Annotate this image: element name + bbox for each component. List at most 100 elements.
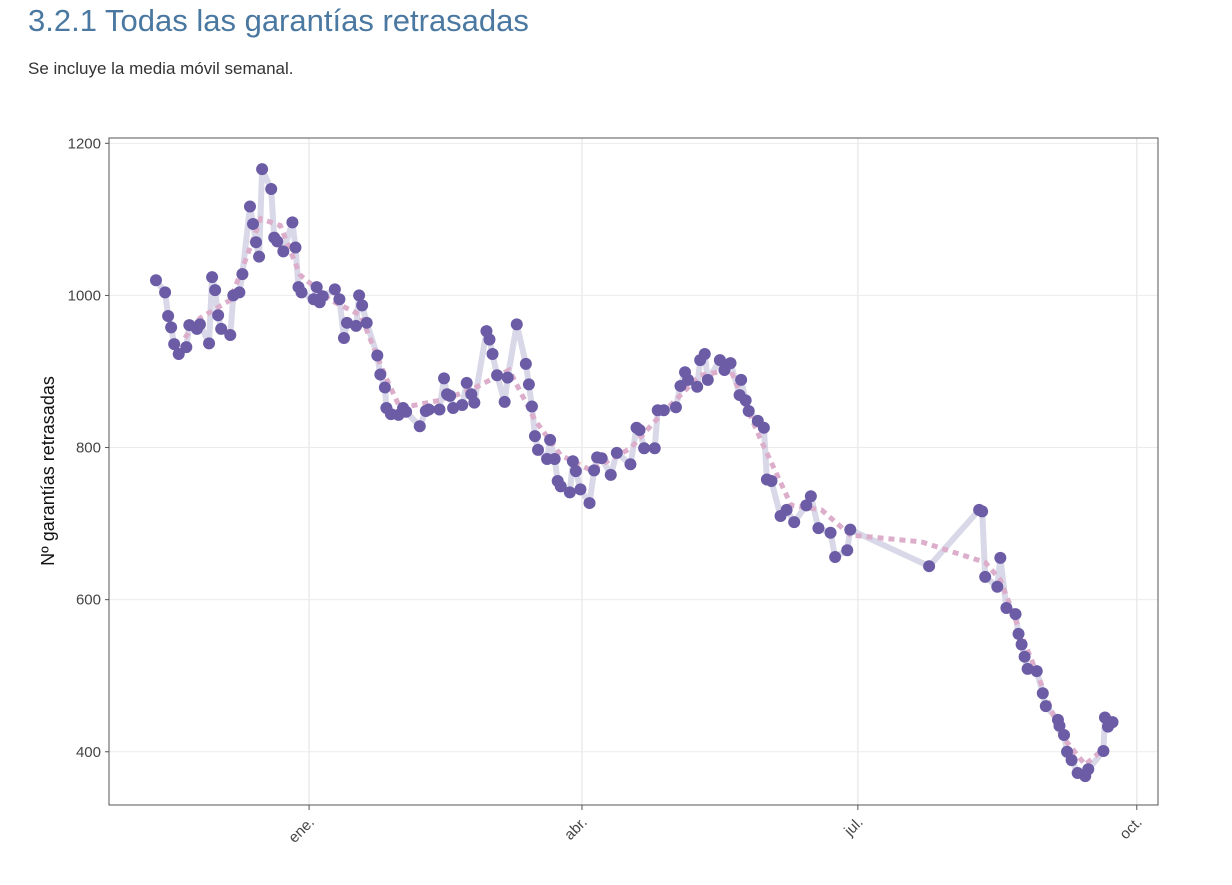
data-point [510, 318, 523, 331]
data-point [757, 421, 770, 434]
data-point [525, 400, 538, 413]
data-point [340, 316, 353, 329]
moving-average-line [182, 215, 1103, 769]
y-tick-label: 400 [76, 744, 101, 761]
data-point [829, 551, 842, 564]
data-point [739, 394, 752, 407]
data-point [460, 376, 473, 389]
data-point [212, 309, 225, 322]
data-point [1082, 763, 1095, 776]
data-point [277, 245, 290, 258]
x-tick-label: ene. [285, 814, 318, 847]
data-point [447, 401, 460, 414]
data-point [316, 290, 329, 303]
data-point [236, 268, 249, 281]
y-tick-label: 1200 [68, 135, 101, 152]
data-point [528, 430, 541, 443]
x-tick-label: jul. [840, 814, 866, 840]
data-point [657, 404, 670, 417]
data-point [438, 372, 451, 385]
data-point [841, 544, 854, 557]
data-point [548, 452, 561, 465]
series-line [153, 166, 1115, 780]
data-point [1058, 729, 1071, 742]
data-point [979, 570, 992, 583]
data-point [328, 283, 341, 296]
data-point [531, 443, 544, 456]
data-point [310, 281, 323, 294]
data-point [624, 458, 637, 471]
data-point [844, 523, 857, 536]
data-point [149, 274, 162, 287]
data-point [604, 468, 617, 481]
y-tick-label: 800 [76, 440, 101, 457]
data-point [780, 503, 793, 516]
data-point [735, 373, 748, 386]
data-point [456, 398, 469, 411]
data-point [180, 341, 193, 354]
data-point [233, 286, 246, 299]
data-point [1018, 650, 1031, 663]
data-point [378, 381, 391, 394]
data-point [569, 465, 582, 478]
data-point [991, 580, 1004, 593]
data-point [374, 368, 387, 381]
data-point [724, 357, 737, 370]
data-point [574, 483, 587, 496]
subtitle: Se incluye la media móvil semanal. [28, 59, 294, 78]
data-point [1053, 719, 1066, 732]
data-point [554, 480, 567, 493]
data-point [765, 475, 778, 488]
y-axis-label: Nº garantías retrasadas [38, 376, 58, 566]
data-point [468, 396, 481, 409]
data-point [501, 371, 514, 384]
data-point [486, 347, 499, 360]
data-point [333, 293, 346, 306]
data-point [203, 337, 216, 350]
data-point [742, 405, 755, 418]
data-point [669, 401, 682, 414]
data-point [1021, 662, 1034, 675]
data-point [165, 321, 178, 334]
data-point [371, 349, 384, 362]
data-point [295, 286, 308, 299]
data-point [400, 405, 413, 418]
data-point [638, 442, 651, 455]
data-point [337, 332, 350, 345]
data-point [253, 250, 266, 263]
data-point [360, 316, 373, 329]
data-point [289, 241, 302, 254]
data-point [610, 446, 623, 459]
data-point [353, 289, 366, 302]
data-point [356, 299, 369, 312]
data-point [413, 420, 426, 433]
data-point [350, 319, 363, 332]
data-point [483, 333, 496, 346]
data-point [1039, 700, 1052, 713]
data-point [698, 347, 711, 360]
data-point [209, 284, 222, 297]
data-point [566, 455, 579, 468]
data-point [691, 380, 704, 393]
data-point [271, 235, 284, 248]
data-point [1065, 754, 1078, 767]
data-point [804, 490, 817, 503]
data-point [1015, 638, 1028, 651]
y-tick-label: 1000 [68, 287, 101, 304]
data-point [247, 217, 260, 230]
data-point [162, 309, 175, 322]
data-point [206, 271, 219, 284]
data-point [519, 357, 532, 370]
x-tick-label: oct. [1116, 814, 1145, 843]
data-point [994, 551, 1007, 564]
data-point [812, 522, 825, 535]
data-point [444, 389, 457, 402]
data-point [976, 505, 989, 518]
data-point [1000, 602, 1013, 615]
data-point [243, 200, 256, 213]
data-point [159, 286, 172, 299]
data-point [800, 499, 813, 512]
data-point [1106, 716, 1119, 729]
data-point [648, 442, 661, 455]
